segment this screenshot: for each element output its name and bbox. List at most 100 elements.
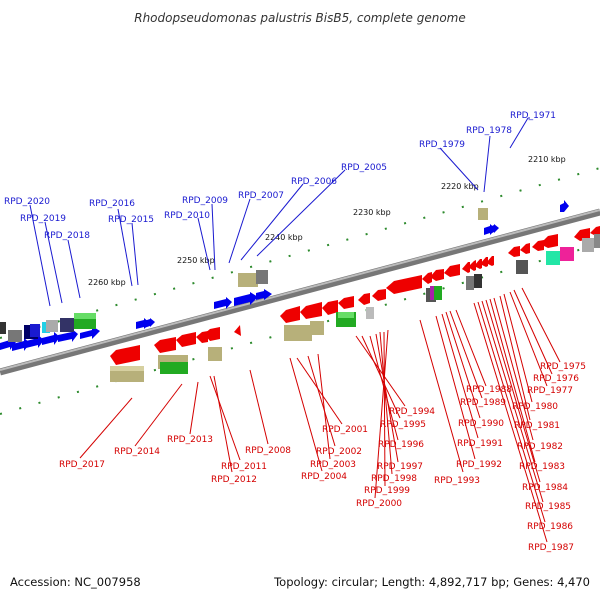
gene-label[interactable]: RPD_1999 <box>364 486 410 496</box>
gene-label[interactable]: RPD_2013 <box>167 435 213 445</box>
bottom-gene-labels: RPD_2017 RPD_2014 RPD_2013 RPD_2011 RPD_… <box>59 362 586 553</box>
gene-arrow <box>322 300 338 315</box>
gene-arrow <box>490 224 499 234</box>
map-title: Rhodopseudomonas palustris BisB5, comple… <box>134 11 466 25</box>
gene-label[interactable]: RPD_1990 <box>458 419 504 429</box>
gene-arrow <box>256 289 272 300</box>
gene-label[interactable]: RPD_2005 <box>341 163 387 173</box>
gene-arrow <box>338 296 354 309</box>
gene-label[interactable]: RPD_2014 <box>114 447 160 457</box>
gene-label[interactable]: RPD_2011 <box>221 462 267 472</box>
gene-label[interactable]: RPD_1984 <box>522 483 568 493</box>
reverse-genes <box>110 226 600 365</box>
gene-label[interactable]: RPD_1971 <box>510 111 556 121</box>
gene-arrow <box>560 200 569 212</box>
tick-2230: 2230 kbp <box>353 208 391 217</box>
gene-label[interactable]: RPD_1979 <box>419 140 465 150</box>
gene-label[interactable]: RPD_1995 <box>380 420 426 430</box>
gene-label[interactable]: RPD_1985 <box>525 502 571 512</box>
tick-2220: 2220 kbp <box>441 182 479 191</box>
gene-arrow <box>422 272 432 284</box>
gene-label[interactable]: RPD_1980 <box>512 402 558 412</box>
gene-arrow <box>144 318 155 328</box>
gene-arrow <box>590 226 600 236</box>
gene-arrow <box>486 256 494 266</box>
gene-arrow <box>176 332 196 347</box>
gene-label[interactable]: RPD_1991 <box>457 439 503 449</box>
gene-label[interactable]: RPD_1992 <box>456 460 502 470</box>
gene-arrow <box>110 345 140 365</box>
gene-arrow <box>430 269 444 281</box>
gene-arrow <box>468 260 476 271</box>
gene-label[interactable]: RPD_2008 <box>245 446 291 456</box>
gene-label[interactable]: RPD_2019 <box>20 214 66 224</box>
gene-arrow <box>12 338 30 351</box>
genome-stats-text: Topology: circular; Length: 4,892,717 bp… <box>274 575 590 589</box>
gene-label[interactable]: RPD_2003 <box>310 460 356 470</box>
gene-arrow <box>532 240 544 251</box>
forward-genes <box>0 200 569 351</box>
gene-arrow <box>540 234 558 248</box>
gene-label[interactable]: RPD_1983 <box>519 462 565 472</box>
gene-label[interactable]: RPD_2006 <box>291 177 337 187</box>
reverse-misc-genes <box>110 234 600 382</box>
gene-arrow <box>462 262 470 273</box>
gene-label[interactable]: RPD_1996 <box>378 440 424 450</box>
gene-label[interactable]: RPD_1998 <box>371 474 417 484</box>
gene-arrow <box>508 246 520 257</box>
gene-label[interactable]: RPD_2009 <box>182 196 228 206</box>
accession-text: Accession: NC_007958 <box>10 575 141 589</box>
gene-label[interactable]: RPD_2007 <box>238 191 284 201</box>
gene-label[interactable]: RPD_1994 <box>389 407 435 417</box>
gene-label[interactable]: RPD_2002 <box>316 447 362 457</box>
gene-label[interactable]: RPD_2001 <box>322 425 368 435</box>
gene-label[interactable]: RPD_2004 <box>301 472 347 482</box>
genome-backbone <box>0 208 600 376</box>
gene-arrow <box>80 326 100 339</box>
gene-label[interactable]: RPD_1975 <box>540 362 586 372</box>
gene-label[interactable]: RPD_1978 <box>466 126 512 136</box>
gene-arrow <box>444 264 460 277</box>
gene-arrow <box>234 292 258 306</box>
gene-arrow <box>234 325 241 336</box>
gene-label[interactable]: RPD_2017 <box>59 460 105 470</box>
gene-label[interactable]: RPD_1988 <box>466 385 512 395</box>
tick-2240: 2240 kbp <box>265 233 303 242</box>
kbp-ticks: 2210 kbp 2220 kbp 2230 kbp 2240 kbp 2250… <box>88 155 566 287</box>
gene-label[interactable]: RPD_1993 <box>434 476 480 486</box>
gene-label[interactable]: RPD_2010 <box>164 211 210 221</box>
gene-arrow <box>480 257 488 267</box>
gene-label[interactable]: RPD_1989 <box>460 398 506 408</box>
gene-label[interactable]: RPD_1986 <box>527 522 573 532</box>
gene-arrow <box>372 289 386 301</box>
forward-misc-genes <box>0 208 488 342</box>
gene-arrow <box>358 293 370 305</box>
gene-arrow <box>574 228 590 241</box>
tick-2260: 2260 kbp <box>88 278 126 287</box>
gene-label[interactable]: RPD_1982 <box>517 442 563 452</box>
gene-arrow <box>154 337 176 353</box>
gene-label[interactable]: RPD_1981 <box>514 421 560 431</box>
gene-label[interactable]: RPD_2018 <box>44 231 90 241</box>
gene-label[interactable]: RPD_1976 <box>533 374 579 384</box>
gene-arrow <box>204 327 220 341</box>
tick-2250: 2250 kbp <box>177 256 215 265</box>
gene-label[interactable]: RPD_2015 <box>108 215 154 225</box>
gene-arrow <box>474 259 482 269</box>
gene-label[interactable]: RPD_1997 <box>377 462 423 472</box>
tick-2210: 2210 kbp <box>528 155 566 164</box>
gene-label[interactable]: RPD_2016 <box>89 199 135 209</box>
top-leader-lines <box>29 117 530 307</box>
gene-arrow <box>214 297 232 309</box>
top-gene-labels: RPD_1971 RPD_1978 RPD_1979 RPD_2005 RPD_… <box>4 111 556 241</box>
gene-label[interactable]: RPD_1987 <box>528 543 574 553</box>
gene-label[interactable]: RPD_2020 <box>4 197 50 207</box>
gene-arrow <box>300 302 322 319</box>
gene-label[interactable]: RPD_2000 <box>356 499 402 509</box>
gene-arrow <box>386 275 422 294</box>
gene-arrow <box>280 306 300 323</box>
gene-label[interactable]: RPD_2012 <box>211 475 257 485</box>
gene-arrow <box>26 335 44 348</box>
gene-label[interactable]: RPD_1977 <box>527 386 573 396</box>
